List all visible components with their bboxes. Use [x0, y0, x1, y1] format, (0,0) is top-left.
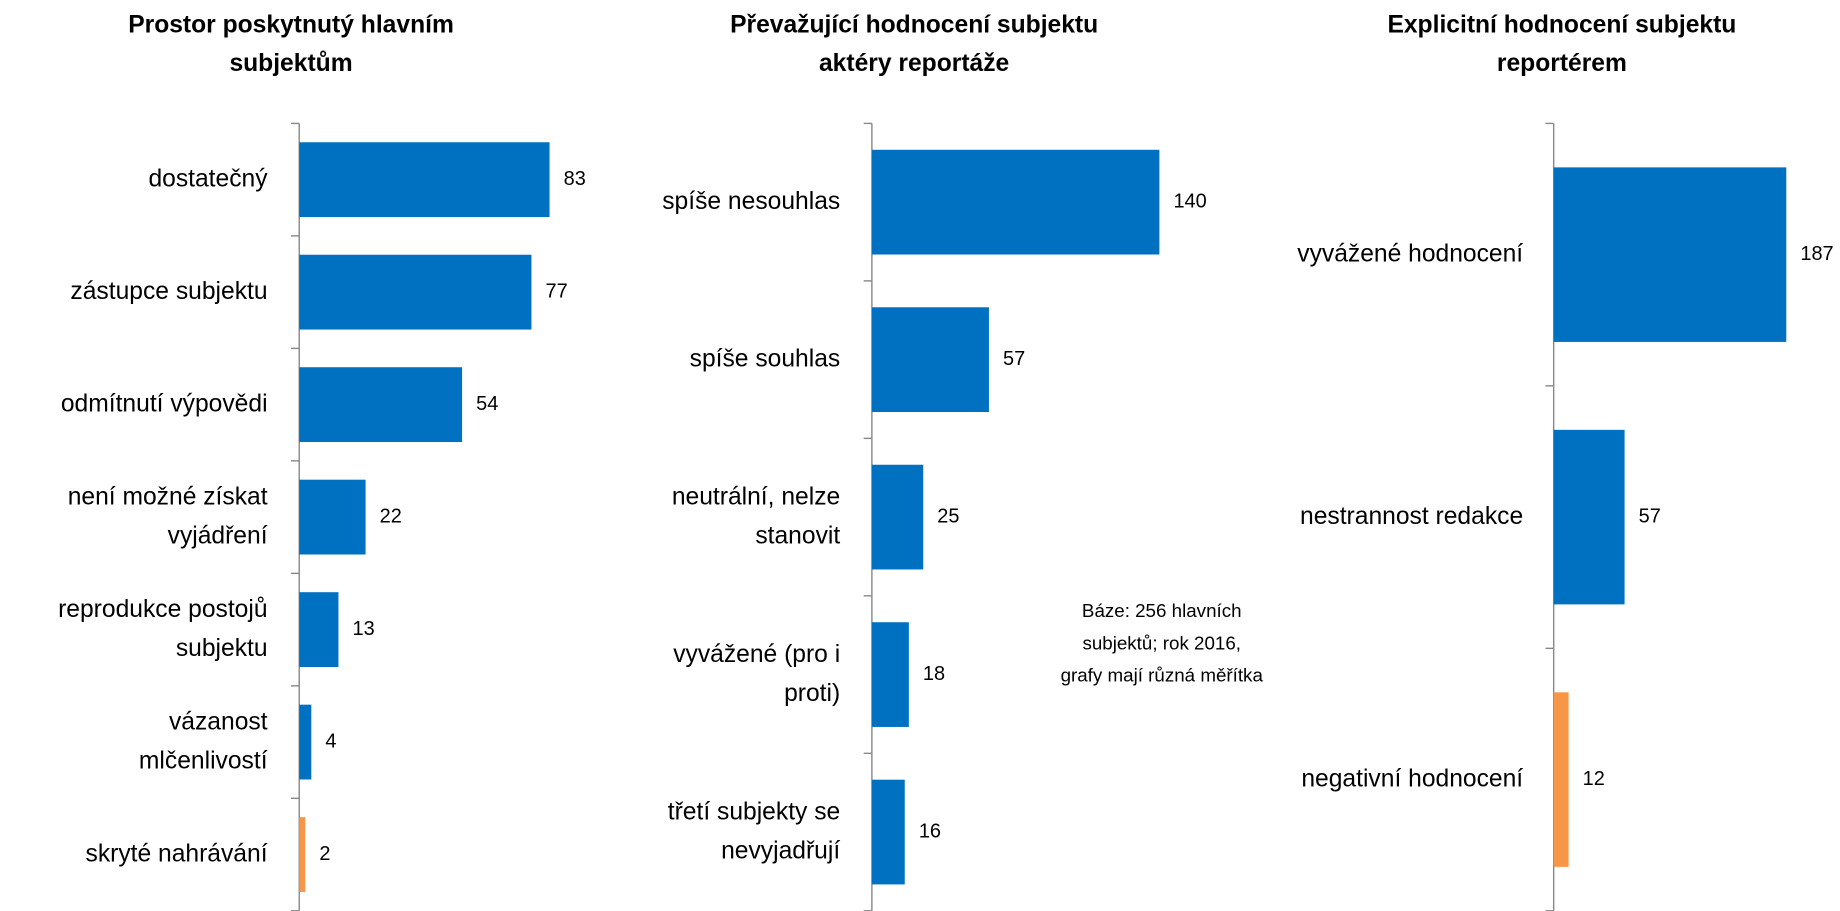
category-label: vyvážené hodnocení	[1297, 240, 1523, 267]
category-label: neutrální, nelze stanovit	[672, 483, 841, 549]
bar	[299, 592, 339, 667]
category-label: zástupce subjektu	[70, 278, 267, 305]
value-label: 57	[1639, 505, 1661, 527]
value-label: 57	[1003, 348, 1025, 370]
value-label: 13	[353, 618, 375, 640]
bar	[1553, 429, 1625, 605]
value-label: 4	[325, 730, 336, 752]
value-label: 25	[937, 505, 959, 527]
bar	[871, 307, 989, 412]
category-label: není možné získat vyjádření	[68, 483, 268, 549]
bar	[871, 464, 924, 570]
bar	[871, 622, 909, 727]
value-label: 22	[380, 505, 402, 527]
value-label: 77	[546, 280, 568, 302]
bar	[299, 367, 463, 443]
bar	[299, 142, 550, 218]
category-label: vyvážené (pro i proti)	[673, 641, 840, 707]
category-label: dostatečný	[148, 165, 268, 192]
category-label: spíše nesouhlas	[662, 188, 840, 215]
bar	[1553, 692, 1569, 867]
bar	[1553, 167, 1787, 342]
value-label: 83	[564, 168, 586, 190]
chart-title: Prostor poskytnutý hlavním subjektům	[128, 11, 454, 77]
category-label: vázanost mlčenlivostí	[139, 708, 268, 774]
value-label: 2	[319, 843, 330, 865]
bar	[299, 254, 532, 330]
category-label: odmítnutí výpovědi	[61, 390, 268, 417]
bar	[871, 149, 1160, 255]
category-label: negativní hodnocení	[1301, 765, 1523, 792]
bar	[871, 779, 905, 885]
value-label: 18	[923, 663, 945, 685]
bar	[299, 479, 366, 555]
value-label: 140	[1173, 190, 1206, 212]
category-label: reprodukce postojů subjektu	[58, 596, 267, 662]
value-label: 12	[1583, 768, 1605, 790]
category-label: nestrannost redakce	[1300, 503, 1523, 530]
category-label: skryté nahrávání	[86, 840, 268, 867]
value-label: 54	[476, 393, 498, 415]
bar	[299, 704, 312, 780]
note: Báze: 256 hlavních subjektů; rok 2016, gra…	[1061, 600, 1264, 686]
value-label: 16	[919, 820, 941, 842]
chart-title: Převažující hodnocení subjektu aktéry rep…	[730, 11, 1098, 77]
value-label: 187	[1800, 243, 1833, 265]
category-label: třetí subjekty se nevyjadřují	[668, 798, 841, 864]
bar	[299, 817, 306, 892]
chart-title: Explicitní hodnocení subjektu reportérem	[1387, 11, 1736, 77]
category-label: spíše souhlas	[690, 345, 841, 372]
